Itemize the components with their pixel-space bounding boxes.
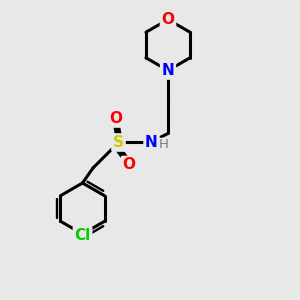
Text: Cl: Cl <box>74 228 91 243</box>
Text: O: O <box>161 12 175 27</box>
Text: O: O <box>109 111 122 126</box>
Text: H: H <box>159 138 169 152</box>
Text: N: N <box>162 63 174 78</box>
Text: O: O <box>122 158 136 172</box>
Text: S: S <box>113 135 124 150</box>
Text: N: N <box>145 135 158 150</box>
